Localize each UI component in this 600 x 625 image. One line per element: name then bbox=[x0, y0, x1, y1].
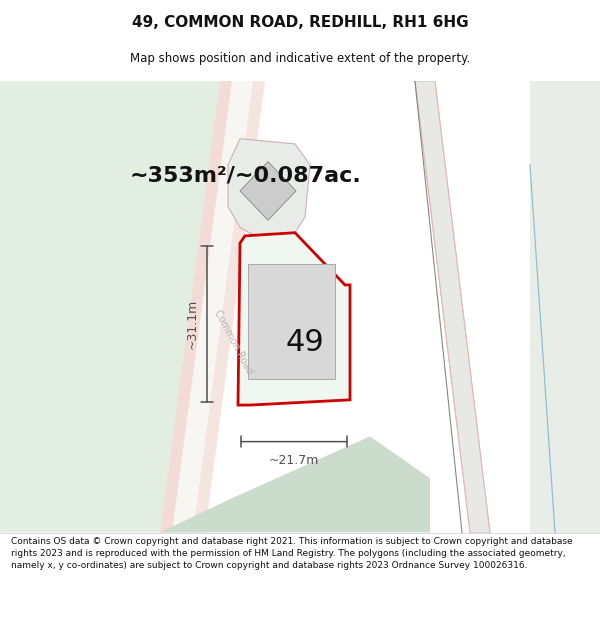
Polygon shape bbox=[248, 264, 335, 379]
Text: Common Road: Common Road bbox=[212, 309, 254, 376]
Polygon shape bbox=[228, 139, 310, 236]
Polygon shape bbox=[530, 81, 600, 532]
Text: ~353m²/~0.087ac.: ~353m²/~0.087ac. bbox=[130, 165, 362, 185]
Polygon shape bbox=[415, 81, 490, 532]
Polygon shape bbox=[160, 81, 232, 532]
Text: ~31.1m: ~31.1m bbox=[186, 299, 199, 349]
Text: 49: 49 bbox=[286, 328, 325, 357]
Polygon shape bbox=[238, 232, 350, 405]
Text: ~21.7m: ~21.7m bbox=[269, 454, 319, 467]
Text: Contains OS data © Crown copyright and database right 2021. This information is : Contains OS data © Crown copyright and d… bbox=[11, 537, 572, 571]
Polygon shape bbox=[160, 81, 265, 532]
Polygon shape bbox=[160, 436, 430, 532]
Text: Map shows position and indicative extent of the property.: Map shows position and indicative extent… bbox=[130, 52, 470, 65]
Text: 49, COMMON ROAD, REDHILL, RH1 6HG: 49, COMMON ROAD, REDHILL, RH1 6HG bbox=[131, 15, 469, 30]
Polygon shape bbox=[240, 162, 296, 220]
Polygon shape bbox=[0, 81, 230, 532]
Polygon shape bbox=[193, 81, 265, 532]
